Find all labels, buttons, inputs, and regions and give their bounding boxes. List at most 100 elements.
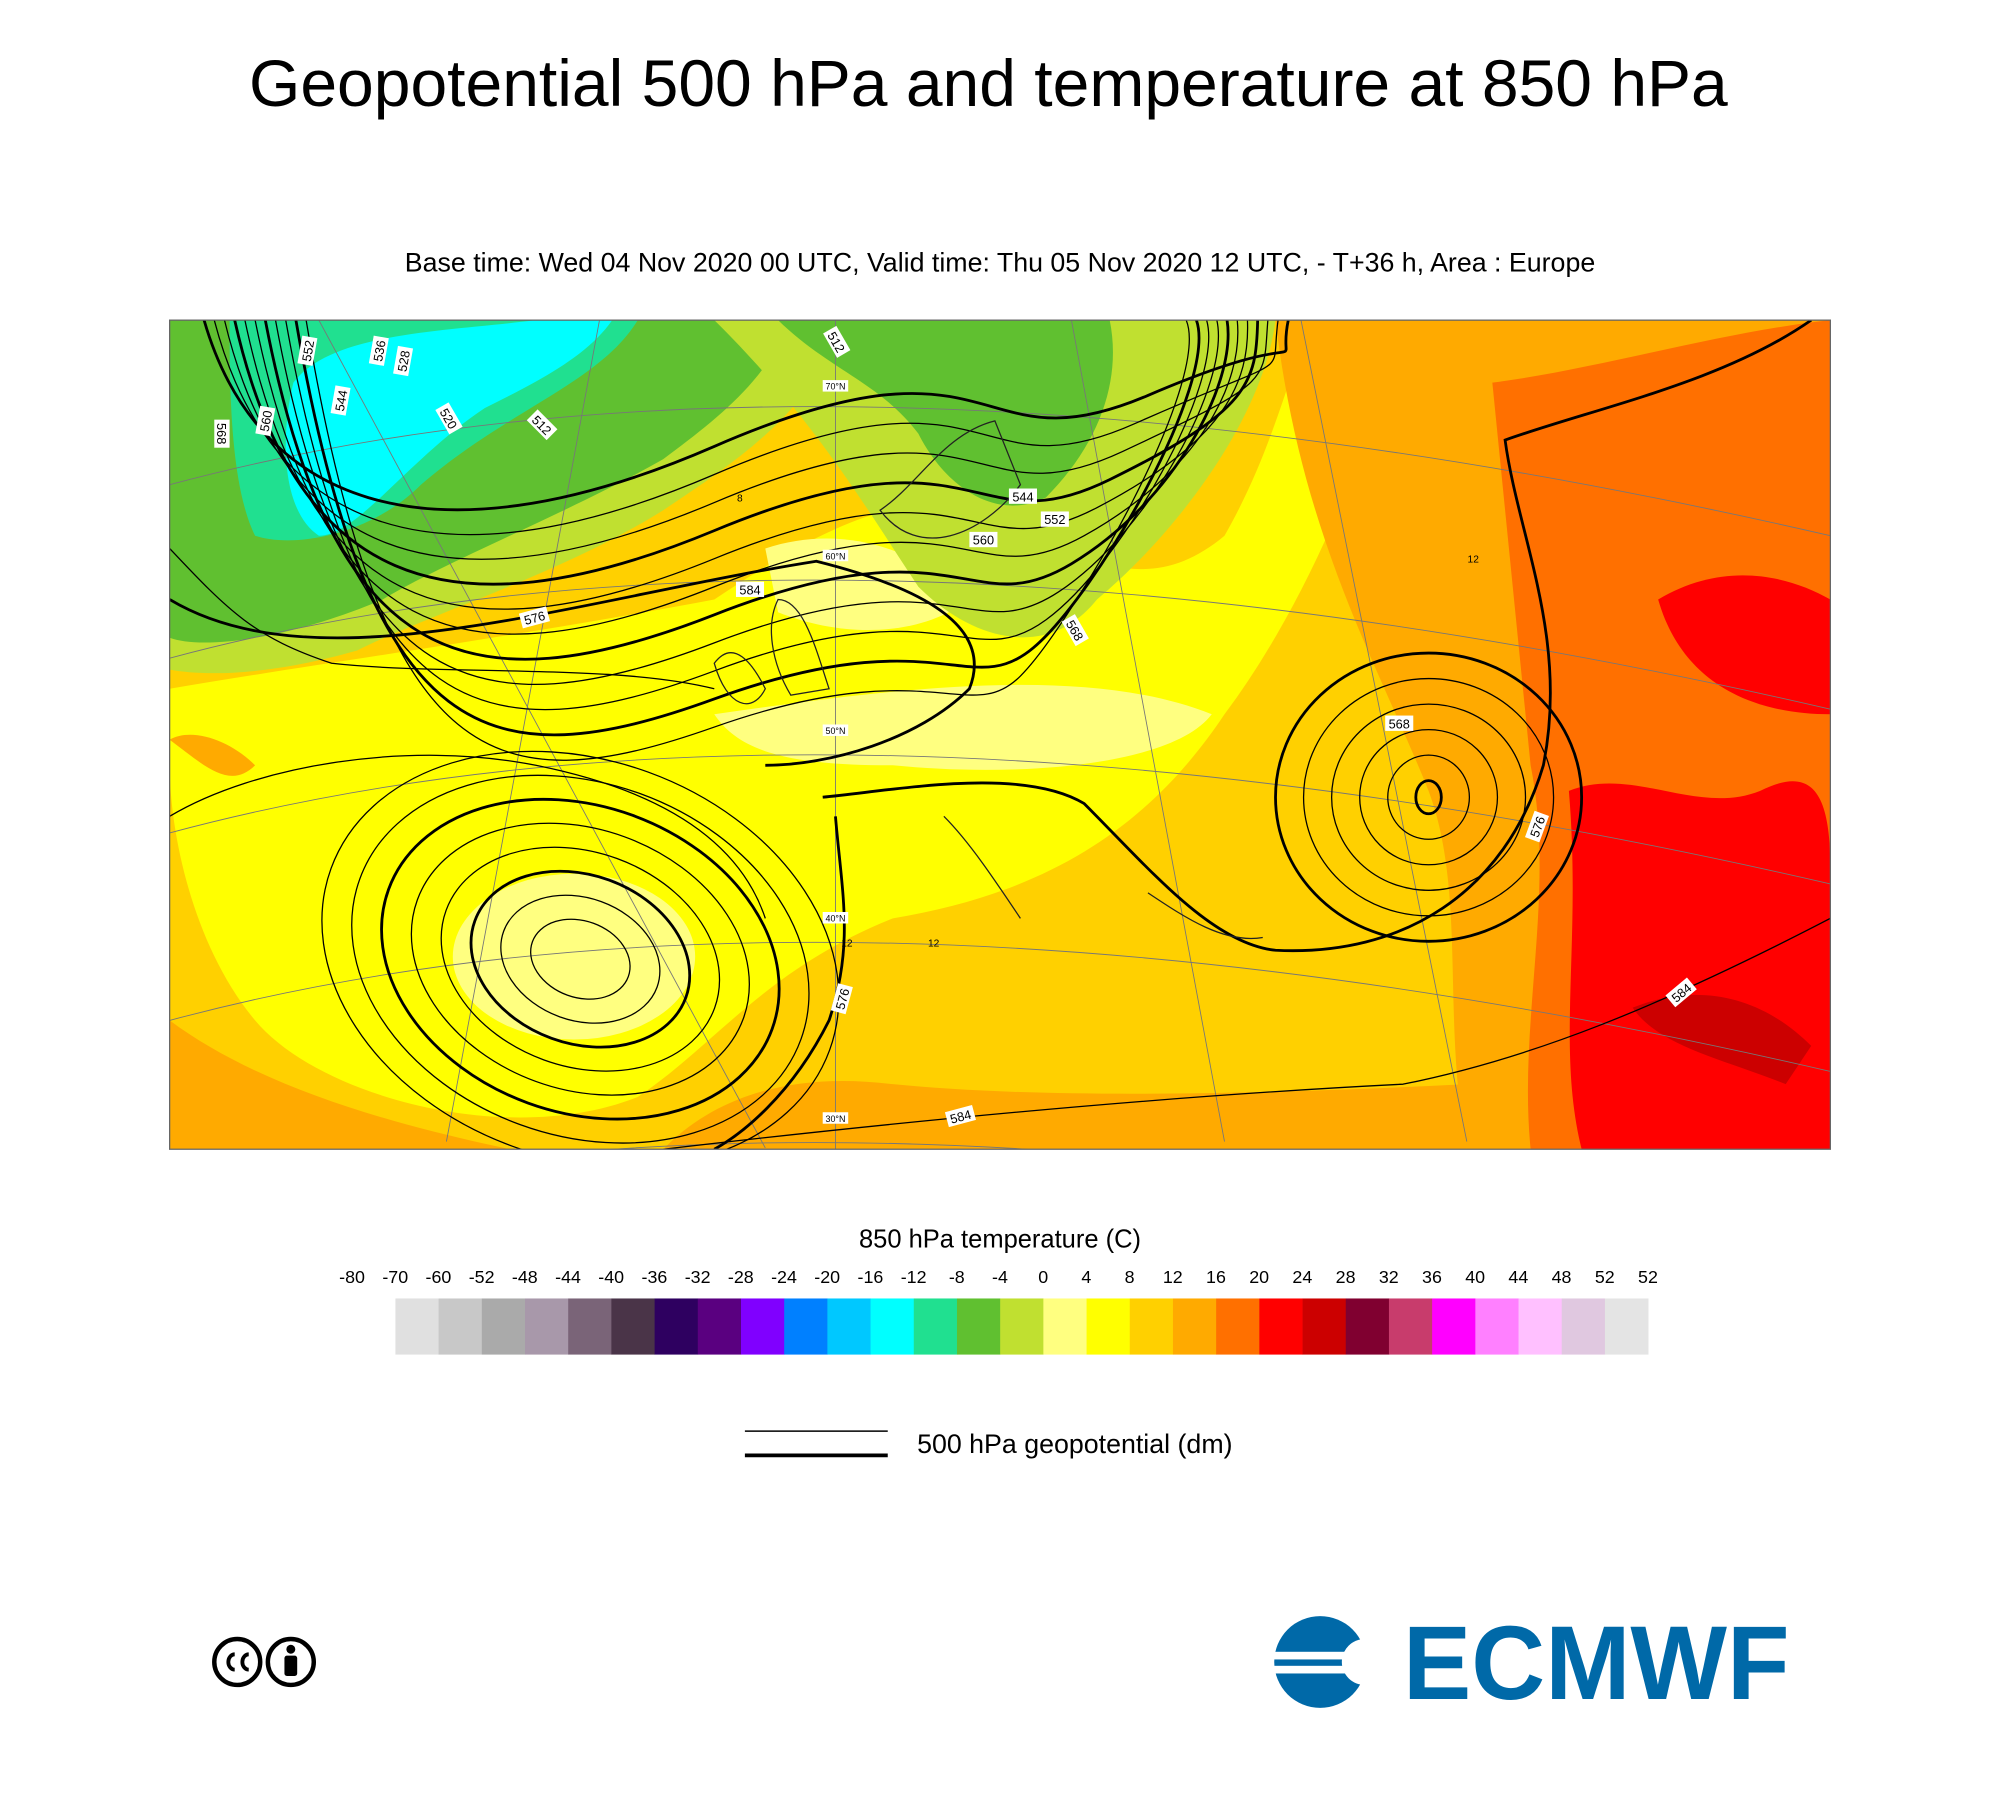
colorbar-label: 52 (1595, 1267, 1615, 1287)
colorbar-title: 850 hPa temperature (C) (859, 1225, 1141, 1253)
contour-label: 552 (1040, 511, 1069, 527)
contour-label: 584 (944, 1105, 976, 1128)
temperature-area (714, 684, 1212, 770)
graticule (445, 320, 600, 1142)
graticule (169, 579, 1831, 710)
logo-mark (1274, 1616, 1367, 1708)
ecmwf-logo: ECMWF (1260, 1605, 1790, 1722)
temperature-label: 12 (928, 938, 940, 949)
colorbar-label: 8 (1125, 1267, 1135, 1287)
contour (530, 918, 631, 1000)
contour (274, 320, 1219, 686)
temperature-area (778, 320, 1113, 506)
contour (1359, 728, 1499, 866)
temperature-label: 8 (737, 493, 743, 504)
contour (663, 917, 1831, 1150)
contour (1414, 779, 1443, 816)
contour (1330, 703, 1527, 891)
colorbar-label: -28 (728, 1267, 754, 1287)
temperature-area (1658, 575, 1831, 715)
colorbar-label: 28 (1336, 1267, 1356, 1287)
label-bg (526, 409, 558, 441)
contour-label-text: 544 (1012, 489, 1033, 504)
colorbar-label: -36 (642, 1267, 668, 1287)
title: Geopotential 500 hPa and temperature at … (249, 46, 1728, 120)
colorbar-label: -16 (858, 1267, 884, 1287)
label-bg (822, 911, 849, 924)
colorbar-label: -8 (949, 1267, 965, 1287)
logo-stripe (1260, 1651, 1381, 1660)
colorbar-swatch (1086, 1298, 1131, 1355)
graticule (169, 406, 1831, 537)
graticule (1070, 320, 1225, 1142)
colorbar-swatch (870, 1298, 915, 1355)
contour (500, 894, 661, 1024)
legend-label: 500 hPa geopotential (dm) (917, 1429, 1232, 1459)
contour-label: 544 (330, 385, 351, 416)
colorbar-label: -32 (685, 1267, 711, 1287)
coastline (770, 598, 830, 696)
contour (440, 846, 721, 1072)
by-body (284, 1655, 298, 1677)
label-bg (1061, 614, 1089, 647)
colorbar-swatch (1345, 1298, 1390, 1355)
colorbar-swatch (827, 1298, 871, 1355)
colorbar-label: -40 (598, 1267, 624, 1287)
contour-label-text: 560 (257, 409, 275, 433)
temperature-area (1568, 781, 1831, 1150)
contour-label-text: 576 (832, 987, 852, 1011)
cc-circle (212, 1636, 263, 1688)
coastline (879, 420, 1022, 539)
contour-label-text: 552 (1044, 512, 1065, 527)
label-bg (823, 325, 851, 358)
colorbar-label: 32 (1379, 1267, 1399, 1287)
label-bg (822, 1112, 849, 1124)
contour-label: 568 (214, 419, 230, 448)
colorbar-label: -20 (814, 1267, 840, 1287)
contour (233, 320, 1260, 586)
contour-label-text: 568 (1389, 716, 1410, 731)
by-head (286, 1644, 296, 1654)
colorbar-swatch (525, 1298, 569, 1355)
colorbar-label: -60 (426, 1267, 452, 1287)
contour (380, 797, 781, 1121)
contour-label: 544 (1008, 488, 1037, 504)
colorbar-label: -24 (771, 1267, 797, 1287)
coastline (943, 815, 1021, 919)
label-bg (330, 385, 351, 416)
colorbar-swatch (913, 1298, 958, 1355)
colorbar-swatch (1129, 1298, 1174, 1355)
colorbar-swatch (697, 1298, 742, 1355)
label-bg (1385, 715, 1414, 731)
label-bg (435, 402, 463, 435)
contour-label-text: 552 (299, 339, 317, 363)
colorbar-swatch (1302, 1298, 1347, 1355)
contour (169, 548, 715, 690)
contour-label-text: 528 (394, 349, 412, 373)
colorbar-label: -12 (901, 1267, 927, 1287)
grid-label: 70°N (826, 382, 846, 392)
colorbar-label: 48 (1552, 1267, 1572, 1287)
contour-label-text: 576 (1527, 814, 1548, 839)
contour-label: 560 (255, 405, 276, 437)
colorbar-label: -44 (555, 1267, 581, 1287)
colorbar-swatch (1216, 1298, 1260, 1355)
contour (1274, 651, 1584, 943)
contour-label: 568 (1385, 715, 1414, 731)
colorbar-swatch (611, 1298, 655, 1355)
contour (321, 750, 840, 1150)
logo-text: ECMWF (1403, 1605, 1789, 1722)
colorbar-swatch (654, 1298, 699, 1355)
contour (223, 320, 1269, 560)
contour-label: 552 (297, 335, 318, 366)
contour-label: 560 (969, 531, 998, 548)
contour (822, 320, 1813, 953)
colorbar-label: 12 (1163, 1267, 1183, 1287)
coastline (713, 652, 767, 705)
contour-label-text: 536 (370, 339, 388, 363)
contour (351, 774, 810, 1144)
contour (169, 559, 976, 767)
graticule (169, 941, 1831, 1072)
